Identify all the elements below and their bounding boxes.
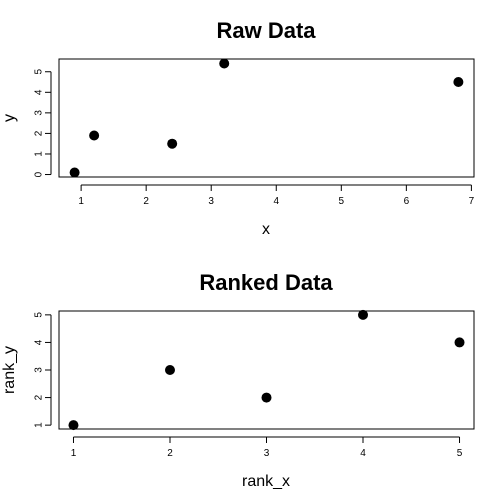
x-axis-title: x: [262, 221, 270, 238]
y-tick-label: 2: [34, 394, 45, 400]
x-axis-title: rank_x: [242, 473, 290, 490]
plot-frame: [58, 310, 475, 430]
x-tick-label: 4: [360, 448, 366, 459]
x-tick-label: 4: [273, 196, 279, 207]
x-tick-label: 7: [469, 196, 475, 207]
chart-title: Raw Data: [216, 18, 316, 43]
data-point: [89, 130, 100, 141]
chart-raw-data: Raw Data x y 1 2 3 4 5 6 7 0 1 2 3 4 5: [1, 18, 475, 238]
plot-frame: [58, 58, 475, 178]
data-point: [358, 309, 369, 320]
data-point: [261, 392, 272, 403]
x-tick-label: 1: [78, 196, 84, 207]
y-tick-label: 2: [34, 130, 45, 136]
data-point: [219, 58, 230, 69]
y-tick-label: 3: [34, 367, 45, 373]
data-point: [69, 167, 80, 178]
chart-title: Ranked Data: [199, 270, 333, 295]
x-tick-label: 5: [339, 196, 345, 207]
data-point: [453, 77, 464, 88]
y-tick-label: 5: [34, 69, 45, 75]
x-tick-label: 6: [404, 196, 410, 207]
data-point: [164, 365, 175, 375]
axes: 1 2 3 4 5 1 2 3 4 5: [34, 312, 463, 459]
x-tick-label: 3: [208, 196, 214, 207]
axes: 1 2 3 4 5 6 7 0 1 2 3 4 5: [34, 69, 475, 207]
data-point: [68, 420, 79, 431]
y-tick-label: 5: [34, 312, 45, 318]
data-points: [69, 58, 464, 178]
x-tick-label: 2: [143, 196, 149, 207]
y-tick-label: 0: [34, 171, 45, 177]
x-tick-label: 2: [167, 448, 173, 459]
x-tick-label: 1: [71, 448, 77, 459]
y-tick-label: 1: [34, 422, 45, 428]
y-tick-label: 4: [34, 89, 45, 95]
y-tick-label: 4: [34, 339, 45, 345]
y-axis-title: rank_y: [1, 346, 18, 394]
x-tick-label: 3: [264, 448, 270, 459]
y-tick-label: 1: [34, 151, 45, 157]
y-tick-label: 3: [34, 110, 45, 116]
data-point: [454, 337, 465, 348]
chart-ranked-data: Ranked Data rank_x rank_y 1 2 3 4 5 1 2 3 4 5: [1, 270, 475, 490]
data-points: [68, 309, 465, 431]
data-point: [167, 138, 178, 149]
x-tick-label: 5: [457, 448, 463, 459]
y-axis-title: y: [1, 114, 18, 122]
